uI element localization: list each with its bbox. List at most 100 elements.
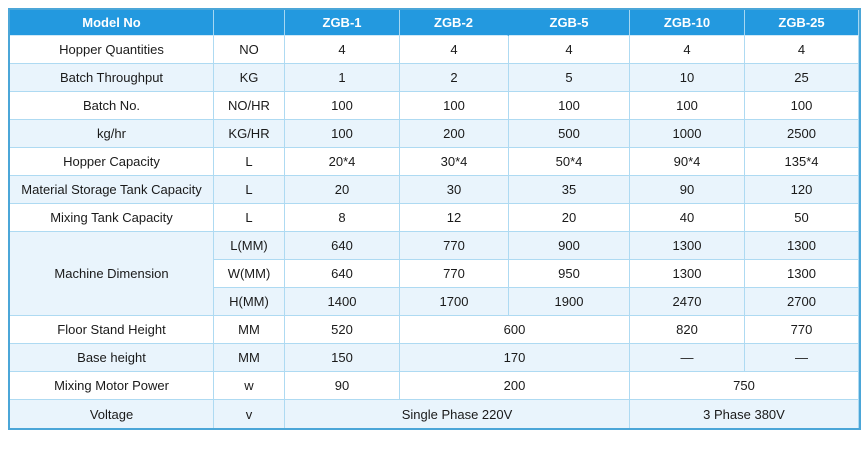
value-cell: 100 <box>745 92 859 120</box>
value-cell: 500 <box>509 120 630 148</box>
spec-table-container: Model No ZGB-1 ZGB-2 ZGB-5 ZGB-10 ZGB-25… <box>8 8 861 430</box>
unit-cell: L <box>214 148 285 176</box>
row-label-floor-stand-height: Floor Stand Height <box>10 316 214 344</box>
unit-cell: MM <box>214 316 285 344</box>
models-spec-table: Model No ZGB-1 ZGB-2 ZGB-5 ZGB-10 ZGB-25… <box>8 8 861 430</box>
value-cell-merged: 200 <box>400 372 630 400</box>
unit-cell: w <box>214 372 285 400</box>
value-cell: 1 <box>285 64 400 92</box>
header-model-no: Model No <box>10 10 214 36</box>
header-model-zgb-5: ZGB-5 <box>509 10 630 36</box>
row-label-batch-throughput: Batch Throughput <box>10 64 214 92</box>
value-cell: 1300 <box>745 260 859 288</box>
row-label-mixing-motor-power: Mixing Motor Power <box>10 372 214 400</box>
unit-cell: NO/HR <box>214 92 285 120</box>
unit-cell: v <box>214 400 285 428</box>
row-label-kg-hr: kg/hr <box>10 120 214 148</box>
value-cell-merged: 170 <box>400 344 630 372</box>
header-model-zgb-25: ZGB-25 <box>745 10 859 36</box>
value-cell: 950 <box>509 260 630 288</box>
table-row: Mixing Tank Capacity L 8 12 20 40 50 <box>10 204 859 232</box>
value-cell: 90*4 <box>630 148 745 176</box>
value-cell: 2700 <box>745 288 859 316</box>
row-label-hopper-capacity: Hopper Capacity <box>10 148 214 176</box>
value-cell: 1900 <box>509 288 630 316</box>
unit-cell: KG <box>214 64 285 92</box>
header-unit-blank <box>214 10 285 36</box>
table-row: Batch Throughput KG 1 2 5 10 25 <box>10 64 859 92</box>
value-cell: 1300 <box>630 232 745 260</box>
value-cell: 640 <box>285 260 400 288</box>
value-cell: 8 <box>285 204 400 232</box>
value-cell: 20 <box>509 204 630 232</box>
table-row: Material Storage Tank Capacity L 20 30 3… <box>10 176 859 204</box>
row-label-mixing-tank-capacity: Mixing Tank Capacity <box>10 204 214 232</box>
value-cell: 4 <box>509 36 630 64</box>
row-label-material-storage-tank-capacity: Material Storage Tank Capacity <box>10 176 214 204</box>
row-label-voltage: Voltage <box>10 400 214 428</box>
value-cell: 50 <box>745 204 859 232</box>
value-cell: 40 <box>630 204 745 232</box>
unit-cell: MM <box>214 344 285 372</box>
value-cell: 20*4 <box>285 148 400 176</box>
value-cell: 4 <box>630 36 745 64</box>
row-label-batch-no: Batch No. <box>10 92 214 120</box>
value-cell: 4 <box>285 36 400 64</box>
value-cell: 640 <box>285 232 400 260</box>
value-cell: 12 <box>400 204 509 232</box>
header-model-zgb-10: ZGB-10 <box>630 10 745 36</box>
value-cell: 35 <box>509 176 630 204</box>
value-cell: 4 <box>745 36 859 64</box>
value-cell: 1300 <box>745 232 859 260</box>
value-cell: 5 <box>509 64 630 92</box>
row-label-machine-dimension: Machine Dimension <box>10 232 214 316</box>
value-cell: 30 <box>400 176 509 204</box>
table-row: Hopper Quantities NO 4 4 4 4 4 <box>10 36 859 64</box>
table-row: Mixing Motor Power w 90 200 750 <box>10 372 859 400</box>
table-row: Voltage v Single Phase 220V 3 Phase 380V <box>10 400 859 428</box>
table-row: Base height MM 150 170 — — <box>10 344 859 372</box>
value-cell-merged: 600 <box>400 316 630 344</box>
value-cell: 2470 <box>630 288 745 316</box>
value-cell: 770 <box>400 232 509 260</box>
value-cell: — <box>630 344 745 372</box>
unit-cell: L <box>214 204 285 232</box>
value-cell: 900 <box>509 232 630 260</box>
unit-cell: W(MM) <box>214 260 285 288</box>
value-cell-merged: 3 Phase 380V <box>630 400 859 428</box>
value-cell: 4 <box>400 36 509 64</box>
value-cell: 25 <box>745 64 859 92</box>
table-row: Floor Stand Height MM 520 600 820 770 <box>10 316 859 344</box>
value-cell: — <box>745 344 859 372</box>
value-cell: 2500 <box>745 120 859 148</box>
value-cell: 20 <box>285 176 400 204</box>
value-cell: 90 <box>285 372 400 400</box>
table-row: Batch No. NO/HR 100 100 100 100 100 <box>10 92 859 120</box>
table-row: W(MM) 640 770 950 1300 1300 <box>10 260 859 288</box>
unit-cell: H(MM) <box>214 288 285 316</box>
header-model-zgb-1: ZGB-1 <box>285 10 400 36</box>
value-cell: 100 <box>509 92 630 120</box>
value-cell: 135*4 <box>745 148 859 176</box>
table-header-row: Model No ZGB-1 ZGB-2 ZGB-5 ZGB-10 ZGB-25 <box>10 10 859 36</box>
value-cell: 100 <box>630 92 745 120</box>
value-cell: 520 <box>285 316 400 344</box>
value-cell: 1700 <box>400 288 509 316</box>
value-cell: 1400 <box>285 288 400 316</box>
value-cell: 2 <box>400 64 509 92</box>
value-cell: 820 <box>630 316 745 344</box>
value-cell-merged: 750 <box>630 372 859 400</box>
value-cell: 100 <box>285 92 400 120</box>
value-cell: 50*4 <box>509 148 630 176</box>
value-cell: 150 <box>285 344 400 372</box>
unit-cell: NO <box>214 36 285 64</box>
unit-cell: KG/HR <box>214 120 285 148</box>
table-row: H(MM) 1400 1700 1900 2470 2700 <box>10 288 859 316</box>
table-row: Hopper Capacity L 20*4 30*4 50*4 90*4 13… <box>10 148 859 176</box>
unit-cell: L(MM) <box>214 232 285 260</box>
row-label-base-height: Base height <box>10 344 214 372</box>
row-label-hopper-quantities: Hopper Quantities <box>10 36 214 64</box>
value-cell: 1000 <box>630 120 745 148</box>
value-cell: 770 <box>745 316 859 344</box>
value-cell-merged: Single Phase 220V <box>285 400 630 428</box>
